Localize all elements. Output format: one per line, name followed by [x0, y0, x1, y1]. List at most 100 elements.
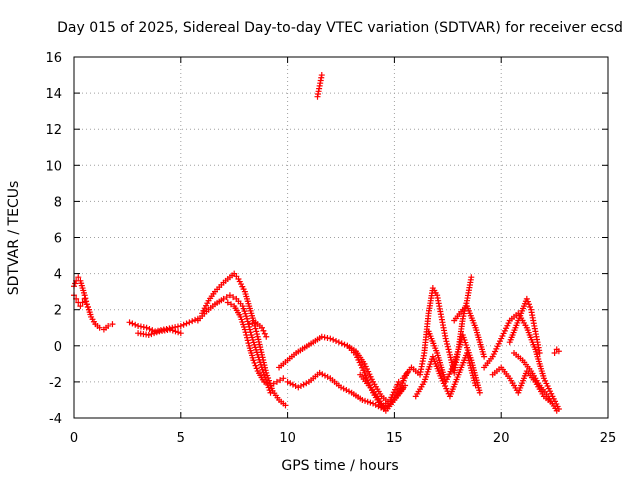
data-point	[177, 330, 184, 337]
data-point	[79, 299, 86, 306]
data-point-interp	[140, 324, 147, 331]
data-point-interp	[244, 337, 251, 344]
data-point-interp	[148, 331, 155, 338]
data-point-interp	[524, 298, 531, 305]
data-point	[295, 384, 302, 391]
data-point-interp	[443, 338, 450, 345]
data-point	[77, 303, 84, 310]
data-point	[476, 389, 483, 396]
data-point-interp	[287, 380, 294, 387]
data-point-interp	[261, 330, 268, 337]
data-point	[284, 378, 291, 385]
data-point-interp	[362, 397, 369, 404]
data-point-interp	[321, 334, 328, 341]
data-point-interp	[364, 398, 371, 405]
data-point	[273, 378, 280, 385]
data-point-interp	[149, 327, 156, 334]
data-point	[282, 402, 289, 409]
data-point-interp	[270, 380, 277, 387]
data-point	[250, 357, 257, 364]
data-point-interp	[324, 373, 331, 380]
x-tick-label: 0	[70, 431, 78, 446]
chart-title: Day 015 of 2025, Sidereal Day-to-day VTE…	[57, 20, 623, 36]
series-arc-8	[246, 319, 270, 340]
series-arc-16	[451, 303, 488, 360]
series-arc-6	[194, 292, 274, 396]
data-point	[81, 295, 88, 302]
data-point	[318, 333, 325, 340]
grid-layer	[74, 57, 608, 418]
data-point	[395, 378, 402, 385]
data-point	[551, 350, 558, 357]
data-point	[442, 335, 449, 342]
data-point	[177, 322, 184, 329]
data-point	[135, 322, 142, 329]
data-point	[370, 400, 377, 407]
data-point-interp	[338, 340, 345, 347]
data-point-interp	[330, 336, 337, 343]
data-point-interp	[340, 385, 347, 392]
data-point-interp	[84, 303, 91, 310]
data-point-interp	[249, 320, 256, 327]
data-point-interp	[245, 340, 252, 347]
data-point	[327, 335, 334, 342]
data-point-interp	[129, 320, 136, 327]
series-arc-2	[71, 292, 92, 313]
x-tick-label: 10	[279, 431, 296, 446]
y-tick-label: 2	[54, 304, 62, 319]
series-arc-1	[71, 274, 116, 333]
data-point-interp	[183, 320, 190, 327]
x-axis-label: GPS time / hours	[281, 458, 398, 474]
data-point-interp	[172, 328, 179, 335]
data-point-interp	[153, 329, 160, 336]
series-arc-13	[399, 274, 475, 382]
data-point-interp	[251, 359, 258, 366]
y-tick-label: 16	[45, 51, 62, 66]
data-point-interp	[253, 328, 260, 335]
data-point-interp	[277, 377, 284, 384]
y-tick-label: 6	[54, 232, 62, 247]
data-point-interp	[243, 331, 250, 338]
data-point-interp	[346, 388, 353, 395]
data-point-interp	[333, 337, 340, 344]
data-point	[241, 326, 248, 333]
data-point-interp	[230, 294, 237, 301]
data-point-interp	[253, 365, 260, 372]
data-point	[404, 369, 411, 376]
series-arc-15	[425, 328, 483, 396]
data-point	[226, 292, 233, 299]
series-arc-19	[506, 295, 543, 357]
series-arc-5	[199, 270, 289, 409]
data-point-interp	[289, 381, 296, 388]
data-point-interp	[372, 401, 379, 408]
data-point-interp	[146, 325, 153, 332]
data-point	[186, 319, 193, 326]
data-point	[109, 321, 116, 328]
x-tick-label: 20	[493, 431, 510, 446]
data-point-interp	[341, 341, 348, 348]
x-tick-label: 25	[600, 431, 617, 446]
data-point	[399, 386, 406, 393]
y-axis-label: SDTVAR / TECUs	[6, 181, 22, 296]
data-point	[267, 382, 274, 389]
data-point-interp	[169, 327, 176, 334]
data-point-interp	[252, 362, 259, 369]
data-point-interp	[527, 303, 534, 310]
data-point-interp	[297, 382, 304, 389]
data-point-interp	[303, 380, 310, 387]
series-arc-7	[224, 299, 287, 389]
data-point-interp	[252, 325, 259, 332]
data-point-interp	[180, 321, 187, 328]
data-point-interp	[264, 380, 271, 387]
data-point	[96, 324, 103, 331]
data-point	[105, 322, 112, 329]
data-point-interp	[292, 382, 299, 389]
data-point	[145, 331, 152, 338]
x-tick-label: 5	[177, 431, 185, 446]
series-arc-17	[481, 310, 562, 412]
data-point	[338, 384, 344, 391]
y-tick-label: 14	[45, 87, 62, 102]
y-tick-label: 4	[54, 268, 62, 283]
points-layer	[71, 72, 562, 414]
